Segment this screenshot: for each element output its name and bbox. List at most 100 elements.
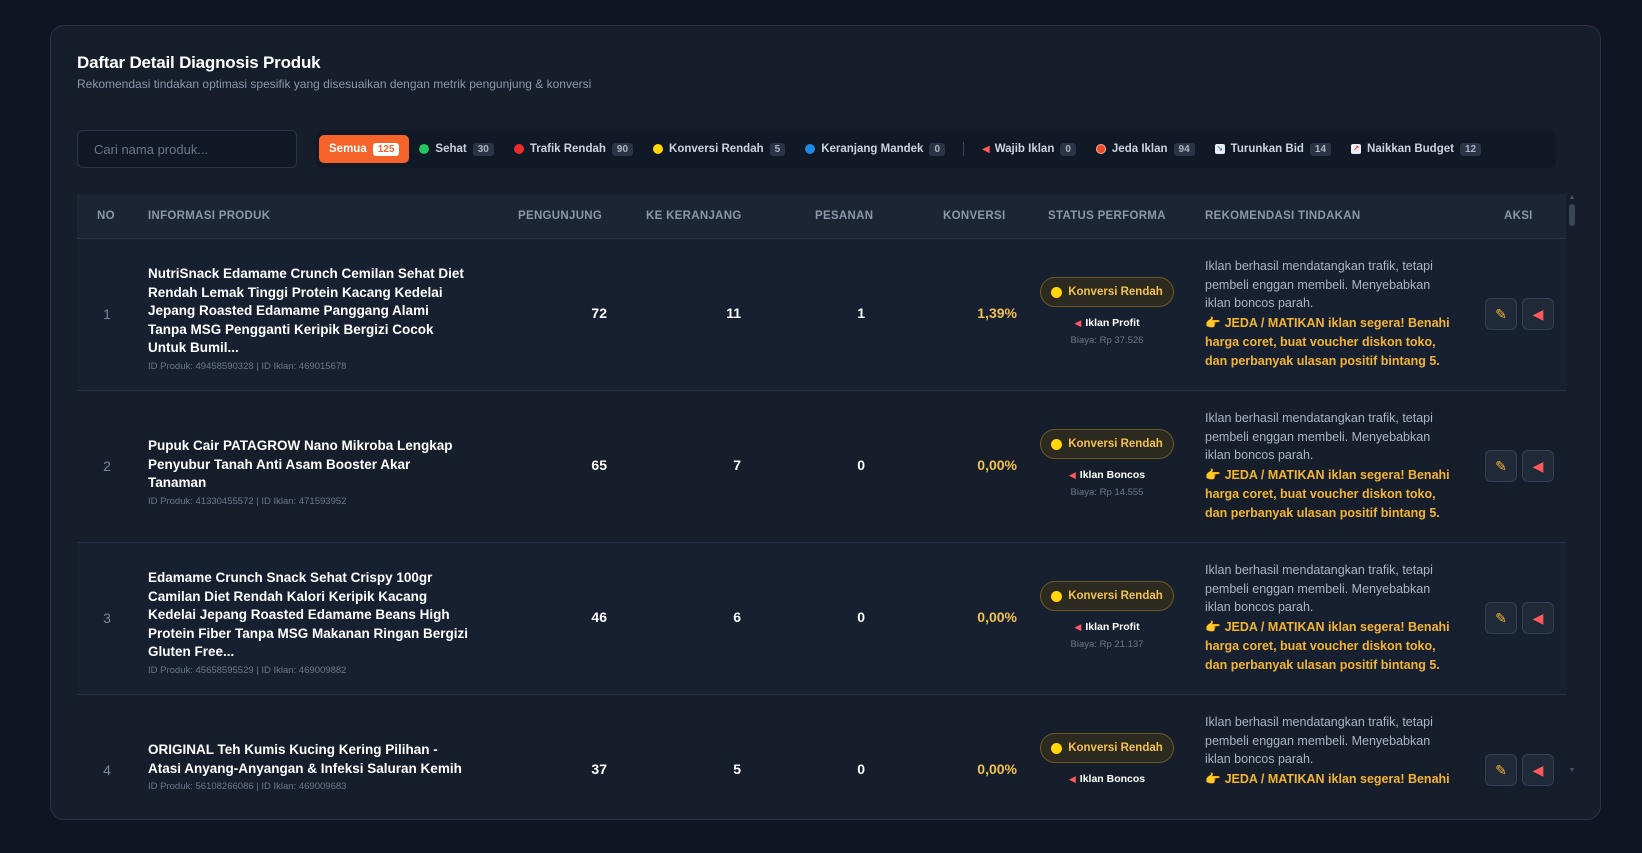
product-name: Edamame Crunch Snack Sehat Crispy 100gr …	[148, 570, 469, 660]
ad-button[interactable]: ◀	[1522, 754, 1554, 786]
megaphone-icon: ◀	[1532, 457, 1544, 474]
filter-count: 5	[769, 142, 786, 156]
conversion-value: 0,00%	[977, 457, 1017, 473]
recommendation-action: 👉 JEDA / MATIKAN iklan segera! Benahi	[1205, 772, 1450, 787]
product-info: ORIGINAL Teh Kumis Kucing Kering Pilihan…	[148, 741, 468, 793]
row-number: 4	[103, 762, 111, 778]
scroll-down-icon[interactable]: ▼	[1568, 767, 1576, 774]
pencil-icon: ✎	[1495, 761, 1507, 778]
edit-button[interactable]: ✎	[1485, 450, 1517, 482]
chart-up-icon: ↗	[1351, 144, 1362, 154]
pointing-hand-icon: 👉	[1205, 620, 1221, 635]
recommendation-action: 👉 JEDA / MATIKAN iklan segera! Benahi har…	[1205, 468, 1450, 520]
column-header-no: NO	[97, 210, 115, 222]
megaphone-icon: ◀	[982, 143, 990, 155]
ad-button[interactable]: ◀	[1522, 450, 1554, 482]
filter-chip-naikkan-budget[interactable]: ↗ Naikkan Budget 12	[1341, 135, 1491, 163]
yellow-dot-icon	[1051, 742, 1063, 754]
product-info: Edamame Crunch Snack Sehat Crispy 100gr …	[148, 569, 478, 677]
ad-button[interactable]: ◀	[1522, 602, 1554, 634]
performance-status: Konversi Rendah ◀ Iklan Profit Biaya: Rp …	[1037, 581, 1177, 650]
product-info: NutriSnack Edamame Crunch Cemilan Sehat …	[148, 265, 468, 373]
scroll-up-icon[interactable]: ▲	[1568, 194, 1576, 201]
filter-chip-keranjang-mandek[interactable]: Keranjang Mandek 0	[795, 135, 955, 163]
performance-status: Konversi Rendah ◀ Iklan Boncos Biaya: Rp …	[1037, 429, 1177, 498]
filter-label: Konversi Rendah	[669, 143, 764, 155]
ad-type: ◀ Iklan Boncos	[1068, 773, 1146, 785]
product-ids: ID Produk: 41330455572 | ID Iklan: 47159…	[148, 495, 347, 507]
megaphone-icon: ◀	[1074, 318, 1082, 328]
filter-count: 0	[1060, 142, 1076, 156]
recommendation: Iklan berhasil mendatangkan trafik, teta…	[1205, 257, 1459, 370]
filter-label: Sehat	[435, 143, 467, 155]
red-dot-icon	[513, 144, 524, 154]
orders-value: 1	[857, 305, 865, 321]
edit-button[interactable]: ✎	[1485, 754, 1517, 786]
table-row: 1 NutriSnack Edamame Crunch Cemilan Seha…	[77, 239, 1566, 391]
megaphone-icon: ◀	[1532, 609, 1544, 626]
recommendation-action: 👉 JEDA / MATIKAN iklan segera! Benahi har…	[1205, 316, 1450, 368]
yellow-dot-icon	[1051, 286, 1063, 298]
table-header: NO INFORMASI PRODUK PENGUNJUNG KE KERANJ…	[77, 194, 1566, 239]
filter-label: Jeda Iklan	[1111, 143, 1168, 155]
pencil-icon: ✎	[1495, 457, 1507, 474]
filter-label: Trafik Rendah	[529, 143, 606, 155]
ad-cost: Biaya: Rp 14.555	[1070, 487, 1144, 498]
row-actions: ✎ ◀	[1485, 298, 1555, 330]
recommendation-description: Iklan berhasil mendatangkan trafik, teta…	[1205, 715, 1433, 767]
orders-value: 0	[857, 457, 865, 473]
table-row: 4 ORIGINAL Teh Kumis Kucing Kering Pilih…	[77, 695, 1566, 819]
ad-cost: Biaya: Rp 21.137	[1070, 639, 1144, 650]
cart-value: 7	[733, 457, 741, 473]
status-badge: Konversi Rendah	[1040, 277, 1174, 307]
row-actions: ✎ ◀	[1485, 450, 1555, 482]
filter-chip-sehat[interactable]: Sehat 30	[409, 135, 503, 163]
ad-button[interactable]: ◀	[1522, 298, 1554, 330]
filter-divider	[963, 142, 964, 156]
filter-chip-konversi-rendah[interactable]: Konversi Rendah 5	[643, 135, 795, 163]
megaphone-icon: ◀	[1068, 470, 1076, 480]
ad-type: ◀ Iklan Boncos	[1068, 469, 1146, 481]
status-badge: Konversi Rendah	[1040, 581, 1174, 611]
filter-chip-turunkan-bid[interactable]: ↘ Turunkan Bid 14	[1205, 135, 1341, 163]
search-input[interactable]	[77, 130, 297, 168]
performance-status: Konversi Rendah ◀ Iklan Profit Biaya: Rp …	[1037, 277, 1177, 346]
column-header-status: STATUS PERFORMA	[1048, 210, 1166, 222]
recommendation-description: Iklan berhasil mendatangkan trafik, teta…	[1205, 563, 1433, 615]
visitors-value: 65	[591, 457, 607, 473]
row-actions: ✎ ◀	[1485, 754, 1555, 786]
scrollbar-thumb[interactable]	[1569, 204, 1575, 226]
product-name: Pupuk Cair PATAGROW Nano Mikroba Lengkap…	[148, 438, 453, 491]
megaphone-icon: ◀	[1532, 761, 1544, 778]
filter-count: 12	[1459, 142, 1482, 156]
filter-count: 90	[611, 142, 634, 156]
pointing-hand-icon: 👉	[1205, 316, 1221, 331]
product-ids: ID Produk: 49458590328 | ID Iklan: 46901…	[148, 360, 347, 372]
page-subtitle: Rekomendasi tindakan optimasi spesifik y…	[77, 77, 592, 91]
column-header-action: AKSI	[1504, 210, 1533, 222]
filter-chip-wajib-iklan[interactable]: ◀ Wajib Iklan 0	[972, 135, 1086, 163]
visitors-value: 72	[591, 305, 607, 321]
filter-chip-jeda-iklan[interactable]: Jeda Iklan 94	[1086, 135, 1205, 163]
status-badge: Konversi Rendah	[1040, 429, 1174, 459]
filter-count: 30	[472, 142, 494, 156]
performance-status: Konversi Rendah ◀ Iklan Boncos	[1037, 733, 1177, 785]
filter-count: 0	[929, 142, 945, 156]
pointing-hand-icon: 👉	[1205, 772, 1221, 787]
column-header-recommendation: REKOMENDASI TINDAKAN	[1205, 210, 1361, 222]
edit-button[interactable]: ✎	[1485, 298, 1517, 330]
table-scrollbar[interactable]: ▲ ▼	[1568, 194, 1576, 774]
pencil-icon: ✎	[1495, 305, 1507, 322]
filter-chip-trafik-rendah[interactable]: Trafik Rendah 90	[504, 135, 643, 163]
recommendation-description: Iklan berhasil mendatangkan trafik, teta…	[1205, 411, 1433, 463]
row-number: 2	[103, 458, 111, 474]
edit-button[interactable]: ✎	[1485, 602, 1517, 634]
filter-count: 14	[1309, 142, 1332, 156]
chart-down-icon: ↘	[1214, 144, 1225, 154]
filter-chip-semua[interactable]: Semua 125	[319, 135, 410, 163]
stop-icon	[1095, 144, 1106, 154]
orders-value: 0	[857, 609, 865, 625]
filter-label: Turunkan Bid	[1230, 143, 1304, 155]
conversion-value: 1,39%	[977, 305, 1017, 321]
conversion-value: 0,00%	[977, 761, 1017, 777]
